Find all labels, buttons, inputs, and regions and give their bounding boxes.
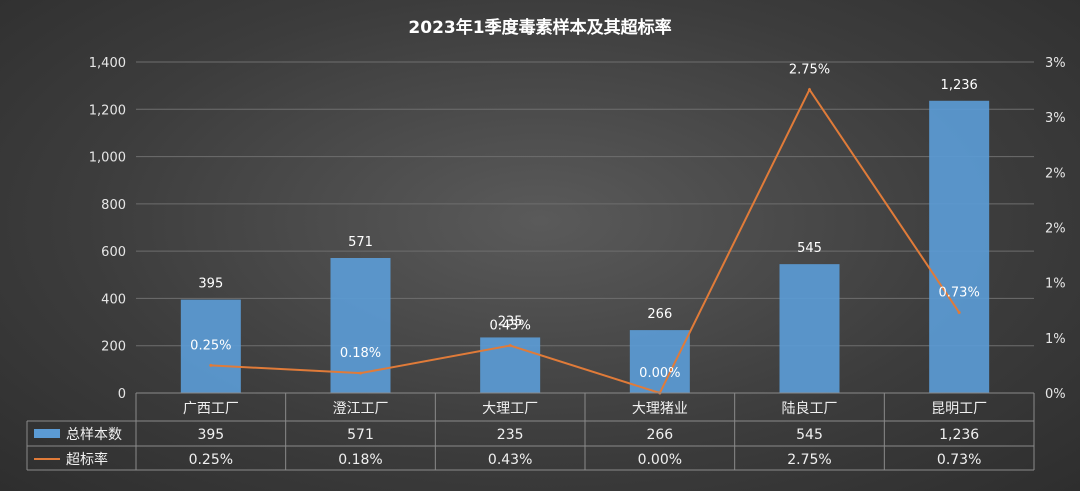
bar-series [180,100,990,393]
rate-line [210,87,960,395]
right-tick-label: 1% [1045,277,1066,292]
rate-value-label: 0.43% [490,319,531,334]
right-axis-ticks: 0% 1% 1% 2% 2% 3% 3% [1045,56,1066,402]
gridlines [136,61,1034,394]
right-tick-label: 0% [1045,387,1066,402]
rate-value-label: 0.18% [340,346,381,361]
left-tick-label: 1,400 [89,56,126,71]
rate-value-label: 0.00% [639,366,680,381]
bar [929,100,990,393]
bar-value-label: 395 [198,277,223,292]
left-tick-label: 600 [101,245,126,260]
category-label: 昆明工厂 [931,401,987,417]
rate-point [508,344,512,348]
rate-point [359,371,362,375]
right-tick-label: 1% [1045,332,1066,347]
table-cell: 395 [197,427,224,443]
rate-value-label: 2.75% [789,63,830,78]
rate-value-label: 0.73% [939,285,980,300]
right-tick-label: 2% [1045,222,1066,237]
bar [629,330,690,393]
right-tick-label: 3% [1045,111,1066,126]
right-tick-label: 3% [1045,56,1066,71]
table-cell: 571 [347,427,374,443]
rate-point [808,88,811,92]
bar-value-label: 266 [647,307,672,322]
chart-title: 2023年1季度毒素样本及其超标率 [408,17,671,38]
rate-value-label: 0.25% [190,338,231,353]
bar-value-label: 571 [348,235,373,250]
rate-point [209,363,213,367]
bar-value-label: 235 [498,314,523,329]
bar [779,264,840,393]
legend-key-bar [34,429,60,438]
left-tick-label: 1,200 [89,103,126,118]
left-tick-label: 400 [101,292,126,307]
bar [180,299,241,393]
bar-value-label: 545 [797,241,822,256]
table-cell: 1,236 [939,427,979,443]
data-labels: 395 571 235 266 545 1,236 0.25% 0.18% 0.43% 0.00%… [190,63,980,381]
table-cell: 266 [646,427,673,443]
bar-value-label: 1,236 [941,78,978,93]
category-label: 广西工厂 [183,401,239,417]
table-cell: 0.25% [189,452,233,468]
table-cell: 2.75% [787,452,831,468]
table-cell: 545 [796,427,823,443]
table-cell: 0.18% [338,452,382,468]
table-cell: 0.00% [638,452,682,468]
right-tick-label: 2% [1045,166,1066,181]
category-label: 大理工厂 [482,401,538,417]
table-cell: 0.73% [937,452,981,468]
category-label: 澄江工厂 [333,401,389,417]
legend-label-bar: 总样本数 [66,427,122,443]
left-tick-label: 0 [118,387,126,402]
bar [330,257,391,393]
left-tick-label: 800 [101,198,126,213]
line-series [209,87,961,395]
left-tick-label: 200 [101,340,126,355]
rate-point [957,310,961,314]
category-label: 陆良工厂 [782,401,838,417]
legend-label-line: 超标率 [66,451,108,468]
category-label: 大理猪业 [632,401,688,417]
left-axis-ticks: 0 200 400 600 800 1,000 1,200 1,400 [89,56,126,402]
left-tick-label: 1,000 [89,151,126,166]
table-cell: 0.43% [488,452,532,468]
data-table: 广西工厂 395 0.25% 澄江工厂 571 0.18% 大理工厂 235 0.43% 大理猪业… [26,392,1035,471]
table-cell: 235 [497,427,524,443]
